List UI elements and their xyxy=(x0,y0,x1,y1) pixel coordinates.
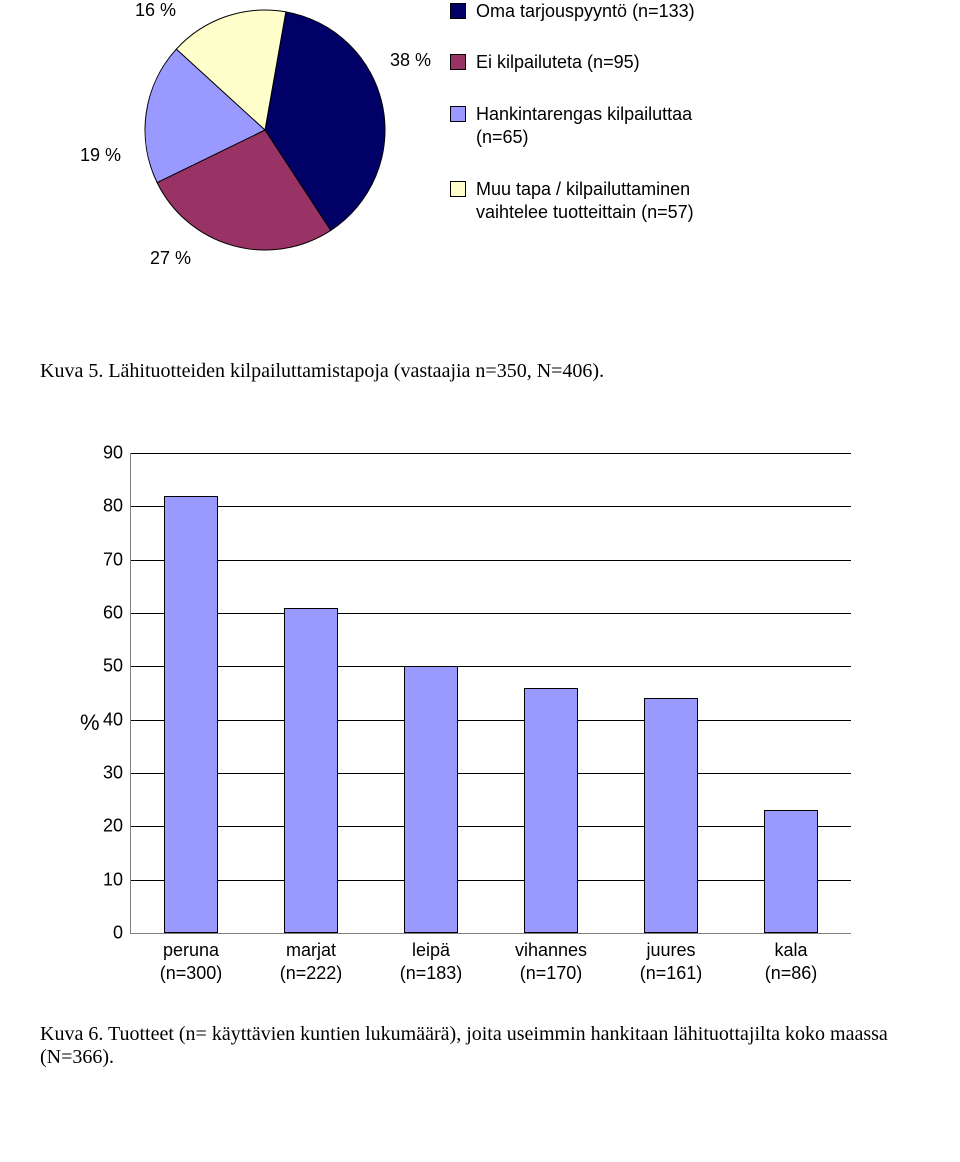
xtick-label: peruna(n=300) xyxy=(160,939,223,984)
bar xyxy=(524,688,578,933)
bar xyxy=(644,698,698,933)
xtick-label: vihannes(n=170) xyxy=(515,939,587,984)
pie-caption: Kuva 5. Lähituotteiden kilpailuttamistap… xyxy=(40,360,920,383)
pie-label-27: 27 % xyxy=(150,248,191,269)
gridline xyxy=(131,666,851,667)
ytick-label: 70 xyxy=(103,549,123,570)
legend-text: Oma tarjouspyyntö (n=133) xyxy=(476,0,695,23)
gridline xyxy=(131,560,851,561)
gridline xyxy=(131,880,851,881)
legend-text: Ei kilpailuteta (n=95) xyxy=(476,51,640,74)
xtick-label: juures(n=161) xyxy=(640,939,703,984)
legend-swatch xyxy=(450,181,466,197)
ytick-label: 60 xyxy=(103,603,123,624)
ytick-label: 50 xyxy=(103,656,123,677)
legend-text: Hankintarengas kilpailuttaa (n=65) xyxy=(476,103,716,150)
gridline xyxy=(131,826,851,827)
pie-legend: Oma tarjouspyyntö (n=133) Ei kilpailutet… xyxy=(450,0,716,252)
ytick-label: 30 xyxy=(103,763,123,784)
pie-chart-section: 16 % 38 % 19 % 27 % Oma tarjouspyyntö (n… xyxy=(0,0,960,340)
gridline xyxy=(131,773,851,774)
bar-plot-area: 0102030405060708090peruna(n=300)marjat(n… xyxy=(130,453,851,934)
ytick-label: 90 xyxy=(103,443,123,464)
legend-item: Muu tapa / kilpailuttaminen vaihtelee tu… xyxy=(450,178,716,225)
bar xyxy=(764,810,818,933)
xtick-label: leipä(n=183) xyxy=(400,939,463,984)
xtick-label: marjat(n=222) xyxy=(280,939,343,984)
bar xyxy=(164,496,218,933)
pie-svg xyxy=(135,0,395,260)
pie-chart xyxy=(135,0,395,265)
legend-text: Muu tapa / kilpailuttaminen vaihtelee tu… xyxy=(476,178,716,225)
bar-chart-section: % 0102030405060708090peruna(n=300)marjat… xyxy=(50,443,910,1003)
bar xyxy=(404,666,458,933)
gridline xyxy=(131,453,851,454)
bar-caption: Kuva 6. Tuotteet (n= käyttävien kuntien … xyxy=(40,1023,920,1069)
legend-item: Ei kilpailuteta (n=95) xyxy=(450,51,716,74)
gridline xyxy=(131,506,851,507)
bar-ylabel: % xyxy=(80,710,100,736)
bar xyxy=(284,608,338,933)
legend-swatch xyxy=(450,3,466,19)
pie-label-19: 19 % xyxy=(80,145,121,166)
legend-swatch xyxy=(450,106,466,122)
xtick-label: kala(n=86) xyxy=(765,939,818,984)
ytick-label: 80 xyxy=(103,496,123,517)
pie-label-16: 16 % xyxy=(135,0,176,21)
legend-item: Oma tarjouspyyntö (n=133) xyxy=(450,0,716,23)
pie-label-38: 38 % xyxy=(390,50,431,71)
ytick-label: 20 xyxy=(103,816,123,837)
legend-swatch xyxy=(450,54,466,70)
gridline xyxy=(131,613,851,614)
ytick-label: 40 xyxy=(103,709,123,730)
ytick-label: 0 xyxy=(113,923,123,944)
ytick-label: 10 xyxy=(103,869,123,890)
gridline xyxy=(131,720,851,721)
legend-item: Hankintarengas kilpailuttaa (n=65) xyxy=(450,103,716,150)
